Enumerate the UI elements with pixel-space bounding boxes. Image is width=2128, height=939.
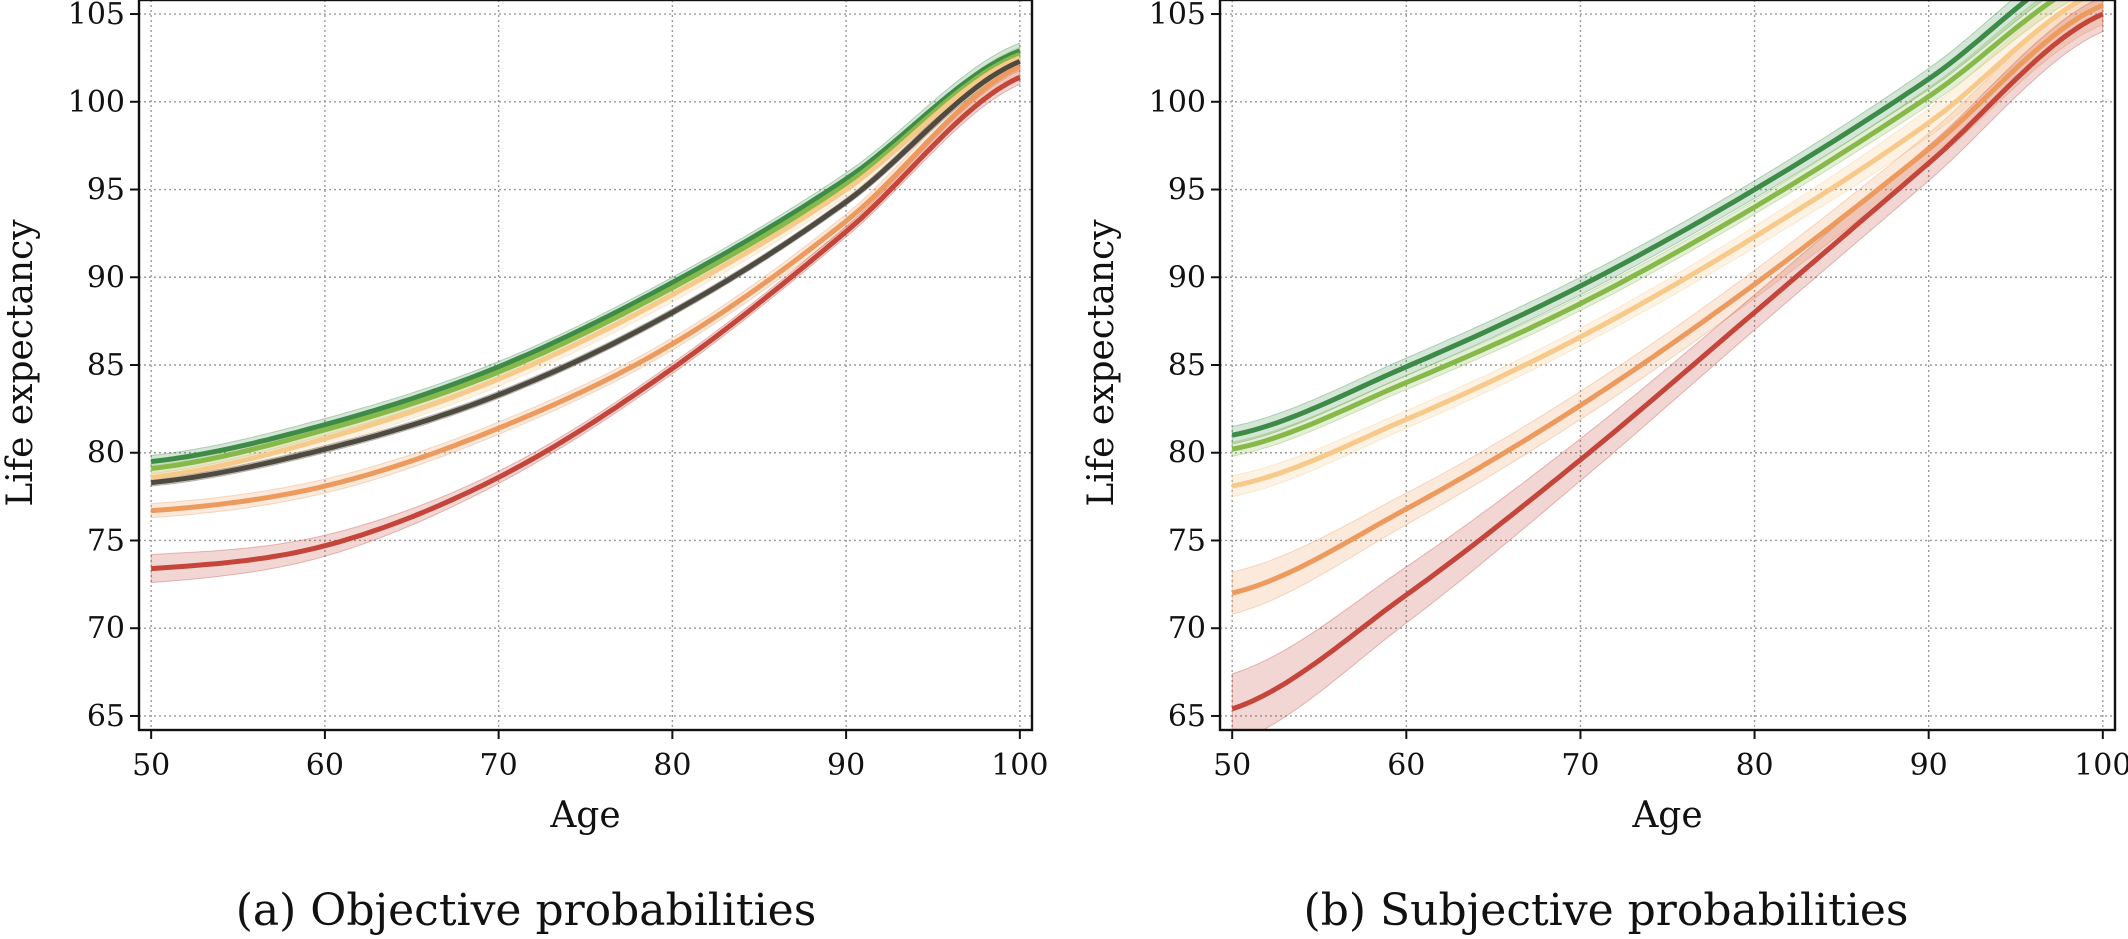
y-tick-label: 80 bbox=[87, 436, 125, 471]
series-2-line bbox=[1231, 0, 2087, 489]
series-1-line bbox=[150, 52, 1021, 471]
y-tick-label: 65 bbox=[87, 699, 125, 734]
series-group bbox=[150, 42, 1021, 584]
y-tick-label: 65 bbox=[1168, 699, 1206, 734]
y-tick-label: 85 bbox=[1168, 348, 1206, 383]
series-4-line bbox=[151, 64, 1021, 514]
series-0-line bbox=[1231, 0, 2031, 438]
x-tick-label: 50 bbox=[1213, 748, 1251, 783]
y-tick-label: 105 bbox=[68, 0, 125, 32]
series-3-line bbox=[1231, 3, 2104, 596]
y-tick-label: 85 bbox=[87, 348, 125, 383]
x-tick-label: 90 bbox=[1910, 748, 1948, 783]
x-tick-label: 70 bbox=[1561, 748, 1599, 783]
series-4-confidence-band bbox=[150, 57, 1021, 519]
series-3-line bbox=[150, 59, 1021, 486]
x-tick-label: 60 bbox=[1387, 748, 1425, 783]
y-tick-label: 95 bbox=[87, 173, 125, 208]
series-3-confidence-band bbox=[1231, 0, 2104, 615]
series-0-line bbox=[150, 48, 1021, 464]
series-0-confidence-band bbox=[1231, 0, 2045, 445]
y-axis-label: Life expectancy bbox=[0, 219, 41, 507]
series-2-line bbox=[150, 55, 1021, 480]
x-tick-label: 50 bbox=[132, 748, 170, 783]
y-tick-label: 95 bbox=[1168, 173, 1206, 208]
series-group bbox=[1231, 0, 2104, 730]
panel-subjective: 50 60 70 80 90 100 65 70 75 80 85 90 95 100 105 Age Life… bbox=[1081, 0, 2128, 936]
y-axis-label: Life expectancy bbox=[1081, 219, 1122, 507]
panel-objective: 50 60 70 80 90 100 65 70 75 80 85 90 95 100 105 Age Life… bbox=[0, 0, 1048, 936]
x-tick-label: 80 bbox=[1735, 748, 1773, 783]
y-tick-label: 70 bbox=[1168, 611, 1206, 646]
y-tick-label: 105 bbox=[1149, 0, 1206, 32]
y-tick-label: 70 bbox=[87, 611, 125, 646]
x-tick-label: 90 bbox=[827, 748, 865, 783]
x-tick-label: 70 bbox=[480, 748, 518, 783]
y-tick-label: 75 bbox=[87, 523, 125, 558]
series-1-line bbox=[1231, 0, 2058, 452]
x-axis-label: Age bbox=[549, 795, 620, 836]
panel-caption: (b) Subjective probabilities bbox=[1304, 885, 1909, 936]
series-4-confidence-band bbox=[1231, 0, 2104, 730]
x-axis-label: Age bbox=[1631, 795, 1702, 836]
x-tick-label: 80 bbox=[653, 748, 691, 783]
y-tick-label: 100 bbox=[68, 85, 125, 120]
panel-caption: (a) Objective probabilities bbox=[236, 885, 817, 936]
series-0-confidence-band bbox=[150, 42, 1021, 469]
y-tick-label: 100 bbox=[1149, 85, 1206, 120]
x-tick-label: 60 bbox=[306, 748, 344, 783]
series-5-line bbox=[151, 74, 1021, 572]
x-tick-label: 100 bbox=[991, 748, 1048, 783]
y-tick-label: 80 bbox=[1168, 436, 1206, 471]
y-tick-label: 90 bbox=[1168, 260, 1206, 295]
series-2-confidence-band bbox=[150, 48, 1021, 485]
y-tick-label: 90 bbox=[87, 260, 125, 295]
series-5-confidence-band bbox=[150, 69, 1021, 584]
y-tick-label: 75 bbox=[1168, 523, 1206, 558]
series-1-confidence-band bbox=[1231, 0, 2074, 457]
series-1-confidence-band bbox=[150, 46, 1021, 475]
series-4-line bbox=[1231, 11, 2104, 712]
x-tick-label: 100 bbox=[2074, 748, 2128, 783]
